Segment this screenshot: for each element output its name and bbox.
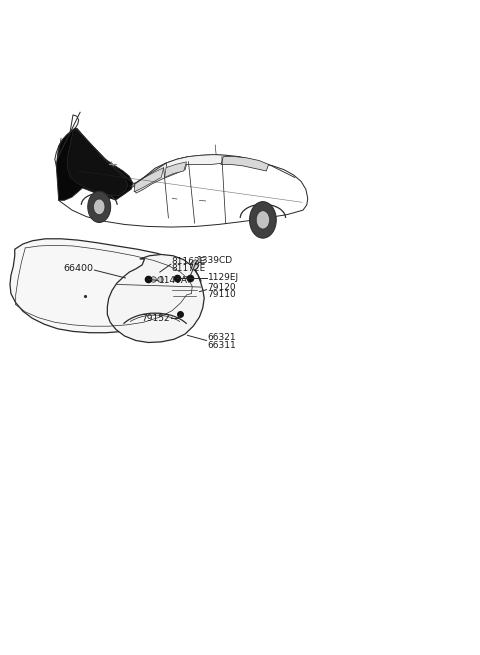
Circle shape: [256, 211, 270, 229]
Polygon shape: [168, 275, 200, 314]
Text: 66321: 66321: [207, 333, 236, 343]
Polygon shape: [67, 128, 128, 196]
Circle shape: [250, 202, 276, 238]
Polygon shape: [134, 168, 164, 192]
Text: 81172E: 81172E: [172, 265, 206, 273]
Polygon shape: [221, 157, 269, 171]
Polygon shape: [10, 239, 201, 333]
Circle shape: [94, 199, 105, 215]
Text: 1129EJ: 1129EJ: [207, 273, 239, 282]
Polygon shape: [191, 259, 199, 270]
Text: 79120: 79120: [207, 282, 236, 291]
Polygon shape: [56, 128, 132, 200]
Polygon shape: [134, 157, 189, 193]
Text: 66311: 66311: [207, 341, 236, 350]
Polygon shape: [108, 254, 204, 343]
Text: 1339CD: 1339CD: [197, 256, 233, 265]
Text: 66400: 66400: [63, 265, 93, 273]
Polygon shape: [147, 271, 165, 286]
Polygon shape: [165, 162, 187, 178]
Circle shape: [88, 191, 111, 223]
Text: 79110: 79110: [207, 290, 236, 299]
Polygon shape: [166, 155, 227, 170]
Text: 1140AT: 1140AT: [159, 276, 192, 285]
Text: 79152: 79152: [141, 314, 170, 323]
Text: 81162E: 81162E: [172, 257, 206, 266]
